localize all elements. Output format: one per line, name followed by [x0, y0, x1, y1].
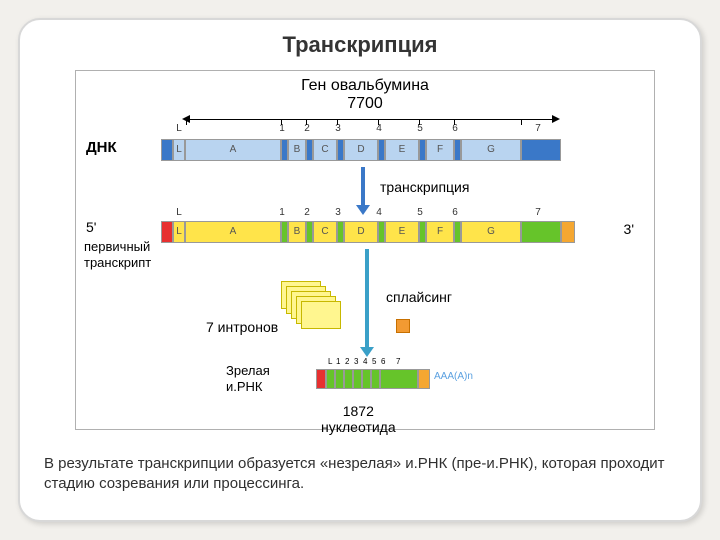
- nucleotide-word: нуклеотида: [321, 419, 396, 435]
- rna-segment: A: [185, 221, 281, 243]
- dna-segment: [281, 139, 288, 161]
- dna-segment: [378, 139, 385, 161]
- gene-length: 7700: [76, 95, 654, 113]
- rna-segment: [281, 221, 288, 243]
- rna-segment: D: [344, 221, 378, 243]
- dna-segment: D: [344, 139, 378, 161]
- slide-title: Транскрипция: [20, 32, 700, 58]
- dna-segment: [521, 139, 561, 161]
- rna-segment: [521, 221, 561, 243]
- rna-segment: [306, 221, 313, 243]
- ruler-tick: [454, 119, 455, 125]
- dna-segment: [419, 139, 426, 161]
- rna-exon-number: 1: [279, 207, 285, 218]
- mrna-exon-number: 2: [345, 357, 349, 366]
- dna-segment: A: [185, 139, 281, 161]
- mrna-segment: [344, 369, 353, 389]
- footer-text: В результате транскрипции образуется «не…: [44, 454, 676, 494]
- mrna-segment: [380, 369, 418, 389]
- mrna-segment: [371, 369, 380, 389]
- rna-segment: F: [426, 221, 454, 243]
- mrna-exon-number: 3: [354, 357, 358, 366]
- mrna-segment: [316, 369, 326, 389]
- slide-card: Транскрипция Ген овальбумина 7700 ДНК 5'…: [18, 18, 702, 522]
- mrna-exon-number: 6: [381, 357, 385, 366]
- splicing-label: сплайсинг: [386, 289, 452, 305]
- mrna-segment: [418, 369, 430, 389]
- rna-segment: [378, 221, 385, 243]
- rna-exon-number: 7: [535, 207, 541, 218]
- mrna-exon-number: 5: [372, 357, 376, 366]
- gene-title: Ген овальбумина: [76, 77, 654, 95]
- rna-segment: [161, 221, 173, 243]
- ruler-tick: [521, 119, 522, 125]
- primary-transcript-label: первичный транскрипт: [84, 239, 151, 271]
- mature-mrna-strand: [76, 369, 654, 389]
- nucleotide-label: 1872 нуклеотида: [321, 403, 396, 435]
- ruler-tick: [281, 119, 282, 125]
- diagram-area: Ген овальбумина 7700 ДНК 5' 3' первичный…: [75, 70, 655, 430]
- dna-segment: [337, 139, 344, 161]
- dna-strand: LABCDEFG: [76, 139, 654, 161]
- rna-segment: B: [288, 221, 306, 243]
- rna-exon-number: 3: [335, 207, 341, 218]
- dna-segment: G: [461, 139, 521, 161]
- rna-segment: [337, 221, 344, 243]
- introns-count-label: 7 интронов: [206, 319, 278, 335]
- mrna-segment: [353, 369, 362, 389]
- ruler-tick: [378, 119, 379, 125]
- rna-exon-number: 4: [376, 207, 382, 218]
- primary-rna-strand: LABCDEFG: [76, 221, 654, 243]
- rna-exon-number: 2: [304, 207, 310, 218]
- rna-segment: [419, 221, 426, 243]
- ruler-tick: [306, 119, 307, 125]
- mrna-segment: [362, 369, 371, 389]
- ruler-tick: [337, 119, 338, 125]
- transcription-label: транскрипция: [380, 179, 469, 195]
- rna-segment: [454, 221, 461, 243]
- gene-ruler: [186, 119, 556, 120]
- transcription-arrow-icon: [356, 167, 370, 215]
- ruler-tick: [186, 119, 187, 125]
- mature-length-value: 1872: [343, 403, 374, 419]
- rna-segment: L: [173, 221, 185, 243]
- exon-number: 7: [535, 123, 541, 134]
- mrna-segment: [326, 369, 335, 389]
- mrna-exon-number: 7: [396, 357, 400, 366]
- rna-segment: G: [461, 221, 521, 243]
- dna-segment: B: [288, 139, 306, 161]
- rna-exon-number: 6: [452, 207, 458, 218]
- dna-segment: C: [313, 139, 337, 161]
- dna-segment: [454, 139, 461, 161]
- rna-exon-number: L: [176, 207, 182, 218]
- rna-exon-number: 5: [417, 207, 423, 218]
- rna-segment: [561, 221, 575, 243]
- dna-segment: E: [385, 139, 419, 161]
- dna-segment: [306, 139, 313, 161]
- dna-segment: L: [173, 139, 185, 161]
- poly-a-tail-label: ААА(А)n: [434, 371, 473, 382]
- rna-segment: C: [313, 221, 337, 243]
- mrna-exon-number: 1: [336, 357, 340, 366]
- splicing-arrow-icon: [360, 249, 374, 357]
- mrna-exon-number: 4: [363, 357, 367, 366]
- rna-segment: E: [385, 221, 419, 243]
- removed-intron-icon: [396, 319, 410, 333]
- dna-segment: F: [426, 139, 454, 161]
- mrna-segment: [335, 369, 344, 389]
- primary-line2: транскрипт: [84, 255, 151, 270]
- mrna-exon-number: L: [328, 357, 332, 366]
- dna-segment: [161, 139, 173, 161]
- exon-number: L: [176, 123, 182, 134]
- ruler-tick: [419, 119, 420, 125]
